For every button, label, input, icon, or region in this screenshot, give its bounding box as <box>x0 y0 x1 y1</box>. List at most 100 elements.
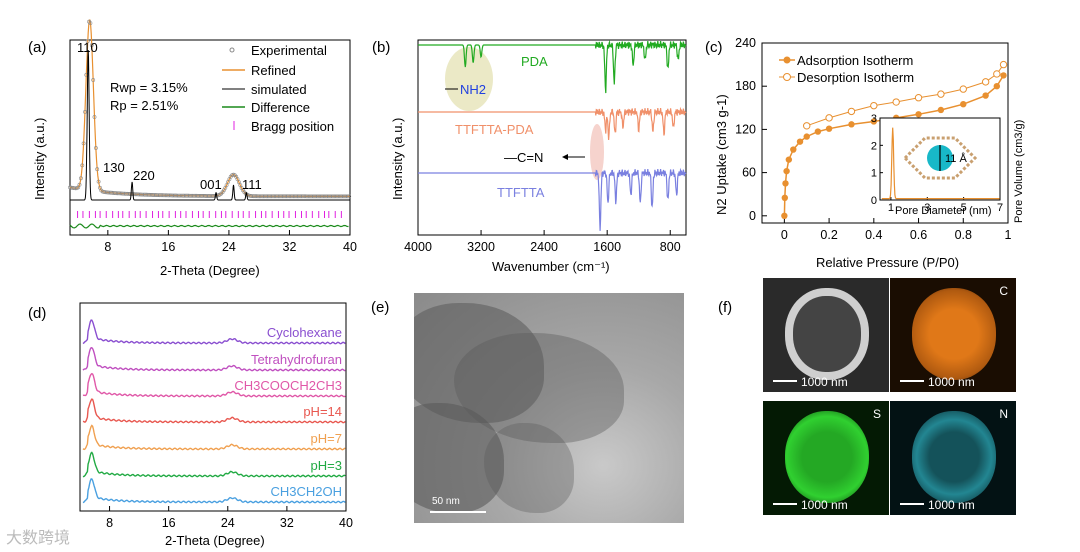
panel-a-experimental-point <box>85 39 90 44</box>
panel-a-experimental-point <box>212 193 217 198</box>
panel-a-experimental-point <box>281 194 286 199</box>
legend-marker-experimental <box>229 47 235 53</box>
panel-a-experimental-point <box>271 194 275 199</box>
panel-label-c: (c) <box>705 39 723 56</box>
panel-a-experimental-point <box>208 194 213 198</box>
panel-d-series-5 <box>82 451 346 478</box>
panel-a-experimental-point <box>285 194 290 199</box>
panel-c-adsorption-point <box>803 133 810 140</box>
panel-a-experimental-point <box>172 193 177 198</box>
panel-a-experimental-point <box>160 193 165 198</box>
panel-a-experimental-point <box>114 191 119 196</box>
panel-c-adsorption-point <box>1000 72 1007 79</box>
inset-xtick-label-7: 7 <box>997 202 1003 214</box>
tem-image: 50 nm <box>414 293 684 523</box>
panel-a-experimental-point <box>283 194 288 199</box>
panel-c-xlabel: Relative Pressure (P/P0) <box>816 255 959 270</box>
panel-a-experimental-point <box>296 194 301 199</box>
panel-c-desorption-point <box>892 98 900 106</box>
rp-text: Rp = 2.51% <box>110 98 179 113</box>
panel-a-experimental-point <box>144 192 149 197</box>
panel-a-experimental-point <box>344 194 349 199</box>
panel-label-f: (f) <box>718 299 732 316</box>
panel-a-experimental-point <box>343 194 348 199</box>
nh2-highlight <box>445 47 493 111</box>
panel-a-experimental-point <box>298 194 303 199</box>
panel-d-plot: Cyclohexane Tetrahydrofuran CH3COOCH2CH3 pH… <box>82 319 346 504</box>
panel-a-experimental-point <box>257 194 262 199</box>
panel-a-experimental-point <box>322 194 327 199</box>
panel-c-xtick-label-0.6: 0.6 <box>910 228 927 242</box>
panel-a-experimental-point <box>311 194 316 199</box>
panel-c: N2 Uptake (cm3 g-1) Relative Pressure (P… <box>714 36 1025 270</box>
legend-difference: Difference <box>251 100 310 115</box>
peak-label-220: 220 <box>133 168 155 183</box>
panel-d-series-label-6: CH3CH2OH <box>270 484 342 499</box>
panel-a-experimental-point <box>166 193 171 198</box>
panel-a-experimental-point <box>198 193 203 198</box>
inset-ytick-label-0: 0 <box>871 195 877 207</box>
panel-a-experimental-point <box>174 193 179 198</box>
panel-c-desorption-point <box>870 101 878 110</box>
panel-label-a: (a) <box>28 39 46 56</box>
panel-a-xtick-label-8: 8 <box>104 240 111 254</box>
series-label-ttftta-pda: TTFTTA-PDA <box>455 122 534 137</box>
panel-a-experimental-point <box>81 141 86 146</box>
panel-a-experimental-point <box>284 194 289 199</box>
panel-a-experimental-point <box>339 194 344 199</box>
map-nitrogen-element: N <box>999 407 1008 421</box>
inset-ylabel: Pore Volume (cm3/g) <box>1013 120 1025 223</box>
panel-a-experimental-point <box>140 192 145 197</box>
panel-b-series-0 <box>418 39 687 94</box>
panel-a-experimental-point <box>341 194 346 199</box>
panel-a-experimental-point <box>336 194 341 199</box>
panel-c-ytick-label-180: 180 <box>735 79 756 93</box>
panel-a-experimental-point <box>299 194 304 199</box>
panel-a-experimental-point <box>72 186 77 191</box>
panel-a-experimental-point <box>152 193 157 197</box>
panel-a-xtick-label-16: 16 <box>161 240 175 254</box>
panel-a-experimental-point <box>290 194 294 199</box>
panel-a-experimental-point <box>330 194 335 199</box>
panel-d-xtick-label-40: 40 <box>339 516 353 530</box>
panel-a-experimental-point <box>287 194 292 199</box>
panel-b-plot <box>418 39 687 231</box>
peak-label-130: 130 <box>103 160 125 175</box>
panel-a-experimental-point <box>292 194 297 199</box>
panel-d-series-0 <box>82 319 346 345</box>
panel-a-experimental-point <box>122 191 127 196</box>
panel-b-frame <box>417 39 687 236</box>
panel-c-adsorption-point <box>982 92 989 99</box>
peak-label-111: 111 <box>242 177 262 192</box>
panel-a-xtick-label-40: 40 <box>343 240 357 254</box>
panel-a-xlabel: 2-Theta (Degree) <box>160 263 260 278</box>
map-nitrogen: N 1000 nm <box>890 401 1016 515</box>
panel-a-experimental-point <box>303 194 308 199</box>
panel-a-experimental-point <box>317 194 322 199</box>
legend-simulated: simulated <box>251 82 307 97</box>
panel-c-adsorption-point <box>937 106 945 114</box>
nh2-label: NH2 <box>460 82 486 97</box>
panel-c-desorption-point <box>959 85 967 93</box>
panel-a-experimental-point <box>307 194 312 199</box>
legend-marker-adsorption <box>783 56 791 64</box>
panel-a-experimental-point <box>156 193 161 198</box>
panel-a-experimental-point <box>159 193 164 198</box>
inset-ytick-label-1: 1 <box>871 168 877 180</box>
panel-a-experimental-point <box>168 193 173 198</box>
panel-c-xtick-label-0.2: 0.2 <box>820 228 837 242</box>
panel-a-experimental-point <box>347 194 352 199</box>
panel-d-series-4 <box>82 424 346 451</box>
panel-a-experimental-point <box>162 193 166 198</box>
panel-a-experimental-point <box>186 193 191 198</box>
panel-a-experimental-point <box>314 194 319 199</box>
panel-c-adsorption-point <box>915 111 922 118</box>
map-sem: 1000 nm <box>763 278 889 392</box>
panel-label-d: (d) <box>28 305 46 322</box>
panel-a-experimental-point <box>326 194 331 199</box>
panel-a-experimental-point <box>261 194 266 199</box>
panel-a-experimental-point <box>273 194 278 199</box>
panel-d: 2-Theta (Degree) 8 16 24 32 40 Cyclohexane Te… <box>79 302 353 548</box>
panel-b-xtick-label-1600: 1600 <box>593 240 621 254</box>
